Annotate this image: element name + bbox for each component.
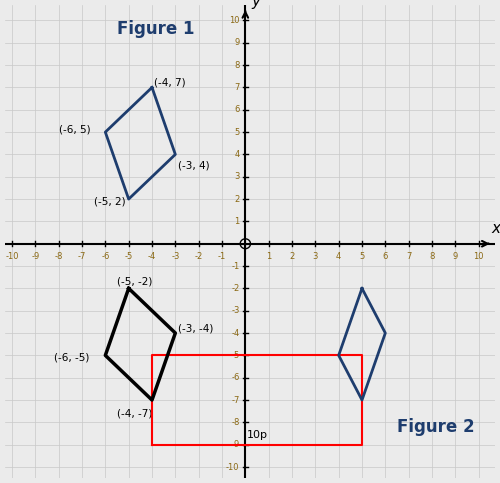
Text: -6: -6 bbox=[231, 373, 239, 382]
Text: 8: 8 bbox=[430, 252, 434, 260]
Text: 4: 4 bbox=[336, 252, 342, 260]
Text: (-3, -4): (-3, -4) bbox=[178, 324, 213, 334]
Text: -8: -8 bbox=[231, 418, 239, 427]
Text: -7: -7 bbox=[78, 252, 86, 260]
Text: 7: 7 bbox=[406, 252, 411, 260]
Text: -2: -2 bbox=[231, 284, 239, 293]
Text: -4: -4 bbox=[148, 252, 156, 260]
Text: -9: -9 bbox=[31, 252, 40, 260]
Text: -5: -5 bbox=[124, 252, 133, 260]
Text: 5: 5 bbox=[360, 252, 364, 260]
Text: (-3, 4): (-3, 4) bbox=[178, 160, 210, 170]
Text: -10: -10 bbox=[6, 252, 19, 260]
Text: 2: 2 bbox=[290, 252, 294, 260]
Text: -8: -8 bbox=[54, 252, 63, 260]
Text: -1: -1 bbox=[231, 262, 239, 270]
Text: -6: -6 bbox=[101, 252, 110, 260]
Text: -2: -2 bbox=[194, 252, 203, 260]
Text: 10: 10 bbox=[229, 16, 239, 25]
Text: 3: 3 bbox=[234, 172, 239, 181]
Text: 1: 1 bbox=[266, 252, 272, 260]
Text: -9: -9 bbox=[231, 440, 239, 449]
Text: (-5, 2): (-5, 2) bbox=[94, 196, 126, 206]
Text: -3: -3 bbox=[171, 252, 179, 260]
Text: Figure 1: Figure 1 bbox=[117, 20, 194, 38]
Text: 10: 10 bbox=[474, 252, 484, 260]
Text: 3: 3 bbox=[312, 252, 318, 260]
Text: (-4, 7): (-4, 7) bbox=[154, 78, 186, 88]
Text: x: x bbox=[492, 221, 500, 236]
Text: (-6, -5): (-6, -5) bbox=[54, 353, 90, 363]
Text: 8: 8 bbox=[234, 60, 239, 70]
Text: -10: -10 bbox=[226, 463, 239, 471]
Text: 6: 6 bbox=[382, 252, 388, 260]
Text: -4: -4 bbox=[231, 328, 239, 338]
Text: -7: -7 bbox=[231, 396, 239, 405]
Text: (-4, -7): (-4, -7) bbox=[117, 409, 152, 418]
Text: -3: -3 bbox=[231, 306, 239, 315]
Text: 4: 4 bbox=[234, 150, 239, 159]
Text: 9: 9 bbox=[234, 38, 239, 47]
Text: Figure 2: Figure 2 bbox=[397, 418, 474, 436]
Text: 2: 2 bbox=[234, 195, 239, 203]
Text: 5: 5 bbox=[234, 128, 239, 137]
Text: 10p: 10p bbox=[246, 430, 268, 440]
Text: (-5, -2): (-5, -2) bbox=[117, 277, 152, 287]
Text: -5: -5 bbox=[231, 351, 239, 360]
Text: -1: -1 bbox=[218, 252, 226, 260]
Text: y: y bbox=[251, 0, 260, 9]
Text: 6: 6 bbox=[234, 105, 239, 114]
Text: 9: 9 bbox=[452, 252, 458, 260]
Text: (-6, 5): (-6, 5) bbox=[58, 125, 90, 135]
Text: 1: 1 bbox=[234, 217, 239, 226]
Text: 7: 7 bbox=[234, 83, 239, 92]
